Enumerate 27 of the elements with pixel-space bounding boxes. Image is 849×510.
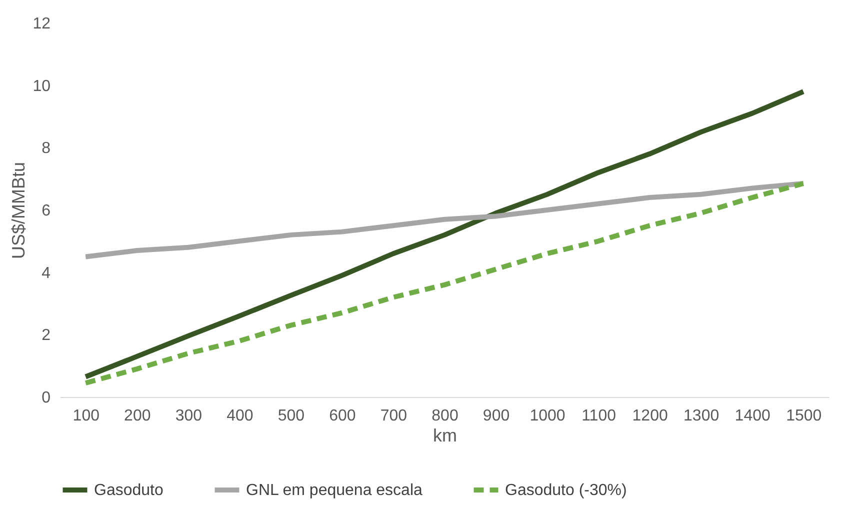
y-tick-label: 12 xyxy=(32,16,51,32)
x-tick-label: 1200 xyxy=(632,408,668,424)
legend-label: Gasoduto xyxy=(94,482,164,499)
y-axis-title: US$/MMBtu xyxy=(8,162,29,260)
x-tick-label: 1500 xyxy=(786,408,822,424)
x-tick-label: 300 xyxy=(175,408,202,424)
x-tick-label: 500 xyxy=(278,408,305,424)
x-axis-title: km xyxy=(433,426,457,446)
x-tick-label: 1400 xyxy=(734,408,770,424)
x-tick-label: 800 xyxy=(432,408,458,424)
y-tick-label: 6 xyxy=(42,202,51,220)
y-tick-label: 8 xyxy=(42,140,51,158)
x-tick-label: 700 xyxy=(380,408,408,424)
y-tick-label: 0 xyxy=(42,390,51,406)
legend-label: Gasoduto (-30%) xyxy=(505,482,627,499)
x-tick-label: 200 xyxy=(124,408,151,424)
x-tick-label: 400 xyxy=(226,408,254,424)
x-tick-label: 1100 xyxy=(582,408,616,424)
legend-label: GNL em pequena escala xyxy=(246,482,423,499)
y-tick-label: 2 xyxy=(42,327,51,344)
x-tick-label: 600 xyxy=(329,408,356,424)
x-tick-label: 900 xyxy=(482,408,510,424)
x-tick-label: 100 xyxy=(72,408,100,424)
y-tick-label: 10 xyxy=(32,78,51,95)
x-tick-label: 1300 xyxy=(684,408,720,424)
y-tick-label: 4 xyxy=(42,264,51,282)
x-tick-label: 1000 xyxy=(530,408,566,424)
